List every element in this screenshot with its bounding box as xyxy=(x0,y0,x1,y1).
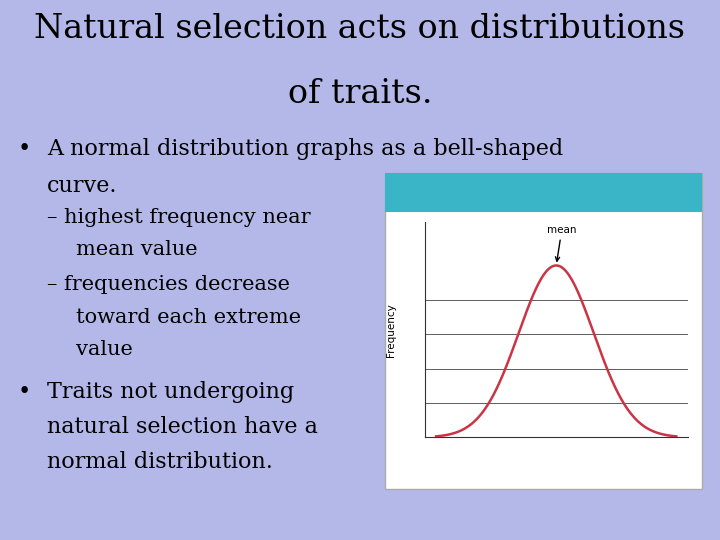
Text: value: value xyxy=(76,340,132,359)
Text: mean value: mean value xyxy=(76,240,197,259)
Text: normal distribution.: normal distribution. xyxy=(47,451,273,473)
Text: – frequencies decrease: – frequencies decrease xyxy=(47,275,289,294)
Text: curve.: curve. xyxy=(47,176,117,198)
Text: – highest frequency near: – highest frequency near xyxy=(47,208,310,227)
Text: A normal distribution graphs as a bell-shaped: A normal distribution graphs as a bell-s… xyxy=(47,138,563,160)
Text: toward each extreme: toward each extreme xyxy=(76,308,301,327)
Text: FIGURE 11.2  NORMAL DISTRIBUTION: FIGURE 11.2 NORMAL DISTRIBUTION xyxy=(394,177,641,190)
Text: Frequency: Frequency xyxy=(386,303,395,357)
Text: natural selection have a: natural selection have a xyxy=(47,416,318,438)
Text: Natural selection acts on distributions: Natural selection acts on distributions xyxy=(35,14,685,45)
Text: •: • xyxy=(18,138,31,160)
Text: mean: mean xyxy=(547,225,577,261)
Text: Traits not undergoing: Traits not undergoing xyxy=(47,381,294,403)
Text: •: • xyxy=(18,381,31,403)
Text: Range of variable: Range of variable xyxy=(504,471,608,484)
Text: of traits.: of traits. xyxy=(288,78,432,110)
